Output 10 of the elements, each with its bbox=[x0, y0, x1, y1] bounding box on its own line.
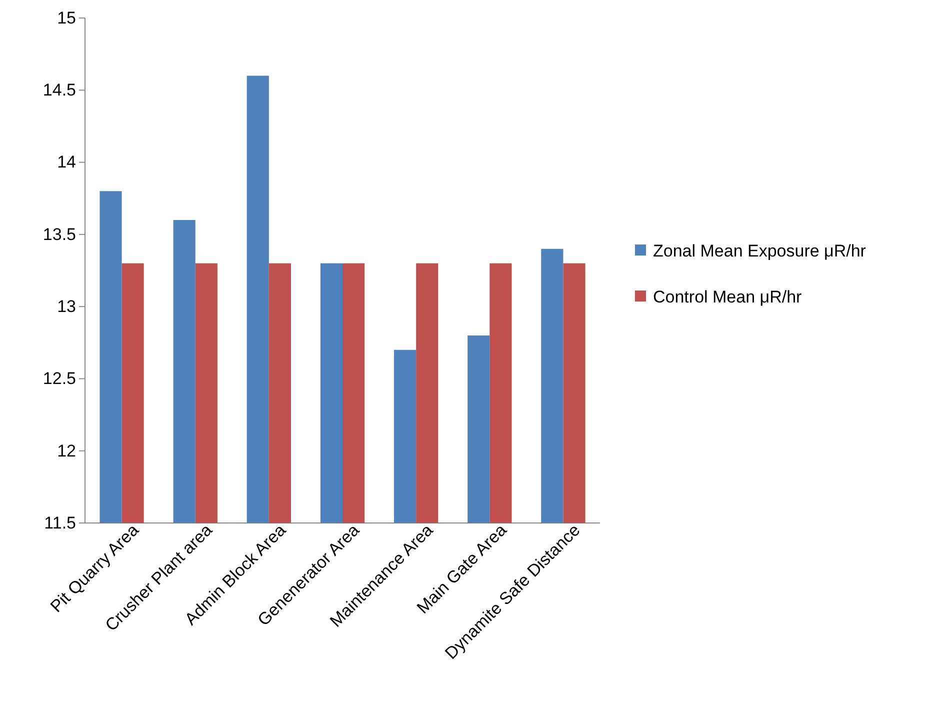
legend-label: Control Mean μR/hr bbox=[653, 288, 802, 306]
y-tick-label: 13 bbox=[57, 297, 76, 316]
y-tick-label: 12.5 bbox=[42, 369, 76, 388]
y-tick-label: 12 bbox=[57, 441, 76, 460]
y-tick-label: 11.5 bbox=[44, 513, 76, 532]
y-tick-label: 14.5 bbox=[42, 80, 76, 100]
y-tick-label: 14 bbox=[57, 152, 76, 172]
legend-label: Zonal Mean Exposure μR/hr bbox=[653, 242, 866, 260]
y-tick-label: 15 bbox=[57, 8, 76, 28]
y-tick-label: 13.5 bbox=[42, 224, 76, 244]
